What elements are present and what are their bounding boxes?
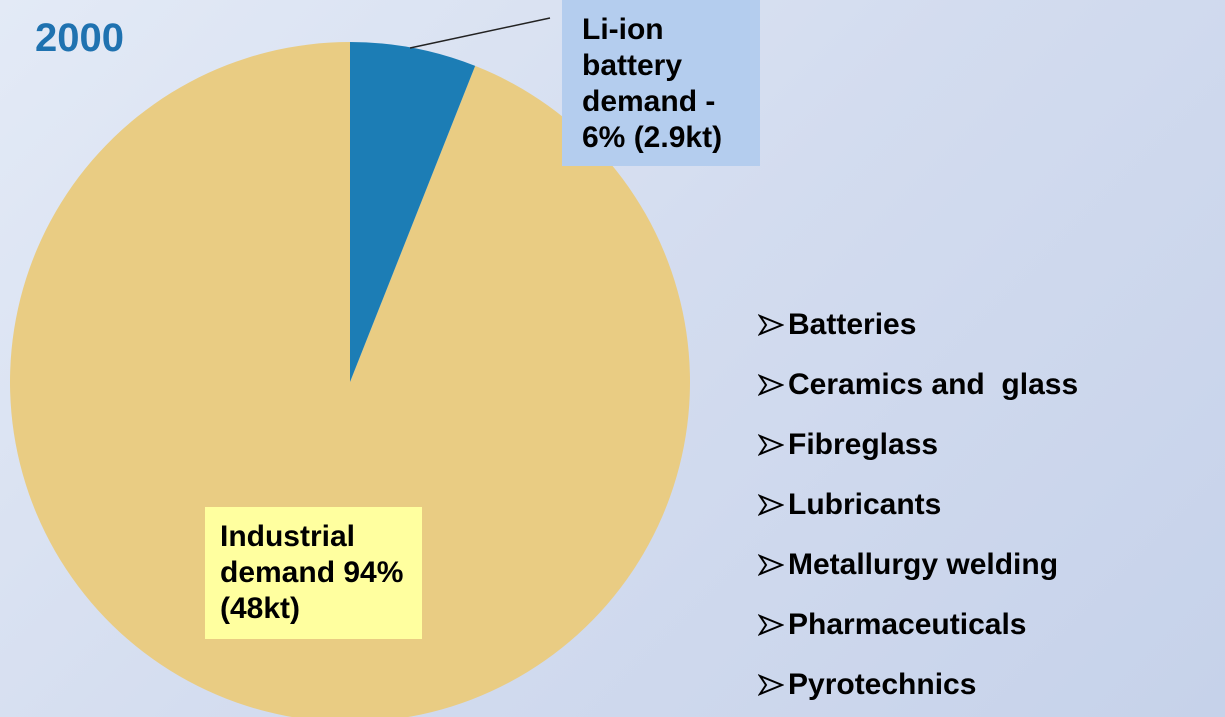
use-text: Fibreglass bbox=[788, 428, 939, 461]
use-item: Ceramics and glass bbox=[758, 355, 1078, 415]
use-text: Pharmaceuticals bbox=[788, 608, 1027, 641]
bullet-arrow bbox=[758, 494, 784, 516]
bullet-arrow bbox=[758, 374, 784, 396]
bullet-icon bbox=[758, 554, 784, 576]
use-item: Metallurgy welding bbox=[758, 535, 1078, 595]
use-text: Metallurgy welding bbox=[788, 548, 1059, 581]
bullet-icon bbox=[758, 674, 784, 696]
slice bbox=[350, 42, 476, 382]
use-text: Batteries bbox=[788, 308, 917, 341]
bullet-icon bbox=[758, 374, 784, 396]
bullet-arrow bbox=[758, 554, 784, 576]
leader-line bbox=[409, 17, 551, 49]
use-list: Batteries Ceramics and glass Fibreglass Lub… bbox=[758, 295, 1078, 715]
chart-title: 2000 bbox=[35, 16, 124, 60]
slice-label: Li-ion battery demand - 6% (2.9kt) bbox=[562, 0, 760, 166]
slice-label: Industrial demand 94%(48kt) bbox=[205, 507, 422, 639]
use-text: Pyrotechnics bbox=[788, 668, 977, 701]
use-item: Batteries bbox=[758, 295, 1078, 355]
bullet-icon bbox=[758, 434, 784, 456]
bullet-icon bbox=[758, 494, 784, 516]
bullet-arrow bbox=[758, 434, 784, 456]
use-item: Pyrotechnics bbox=[758, 655, 1078, 715]
bullet-arrow bbox=[758, 614, 784, 636]
bullet-icon bbox=[758, 314, 784, 336]
bullet-icon bbox=[758, 614, 784, 636]
use-item: Lubricants bbox=[758, 475, 1078, 535]
use-text: Lubricants bbox=[788, 488, 942, 521]
bullet-arrow bbox=[758, 314, 784, 336]
use-item: Pharmaceuticals bbox=[758, 595, 1078, 655]
bullet-arrow bbox=[758, 674, 784, 696]
use-item: Fibreglass bbox=[758, 415, 1078, 475]
slice bbox=[10, 42, 690, 717]
use-text: Ceramics and glass bbox=[788, 368, 1079, 401]
